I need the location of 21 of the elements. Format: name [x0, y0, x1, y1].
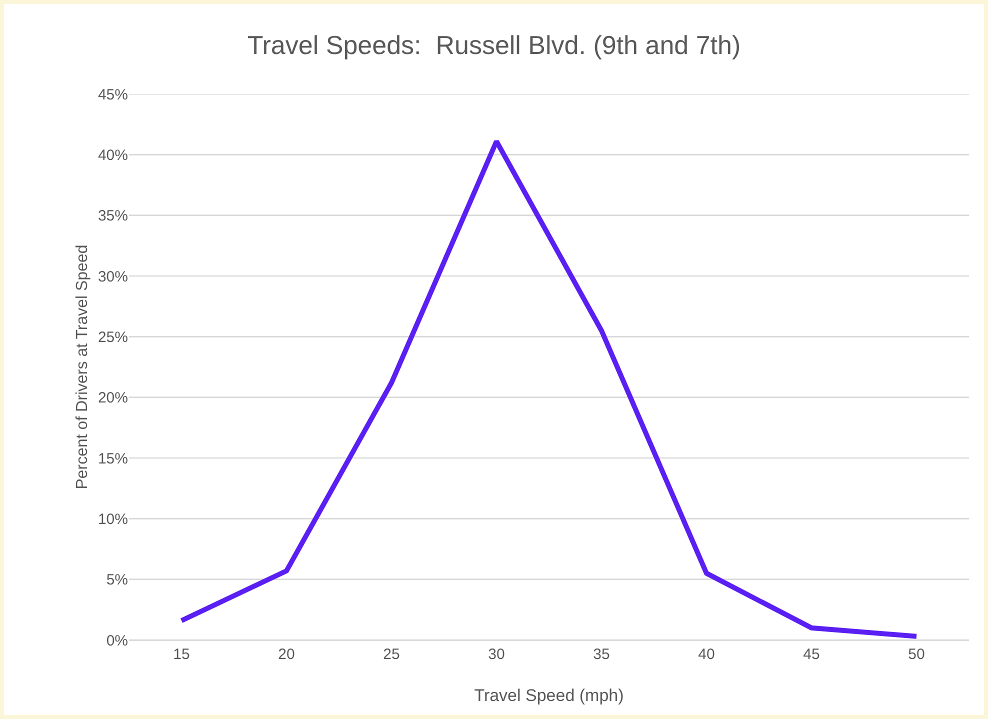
y-tick-label: 10% — [98, 510, 128, 528]
x-tick-label: 20 — [278, 646, 295, 663]
chart-title: Travel Speeds: Russell Blvd. (9th and 7th) — [247, 30, 741, 60]
y-tick-label: 20% — [98, 390, 128, 407]
y-tick-label: 30% — [98, 268, 128, 286]
y-tick-label: 45% — [98, 86, 128, 104]
x-tick-label: 50 — [908, 646, 925, 663]
x-tick-label: 35 — [593, 646, 610, 663]
y-tick-label: 5% — [106, 572, 128, 589]
y-tick-label: 15% — [98, 450, 128, 468]
y-tick-label: 0% — [106, 632, 128, 650]
x-tick-label: 30 — [488, 646, 505, 663]
x-tick-label: 45 — [803, 646, 820, 663]
y-axis-title: Percent of Drivers at Travel Speed — [74, 244, 91, 490]
x-tick-label: 40 — [698, 646, 715, 663]
y-tick-label: 25% — [98, 328, 128, 346]
x-axis-title: Travel Speed (mph) — [474, 686, 624, 705]
x-tick-label: 15 — [173, 646, 190, 663]
y-tick-label: 35% — [98, 208, 128, 225]
x-tick-label: 25 — [383, 646, 400, 663]
y-tick-label: 40% — [98, 146, 128, 164]
